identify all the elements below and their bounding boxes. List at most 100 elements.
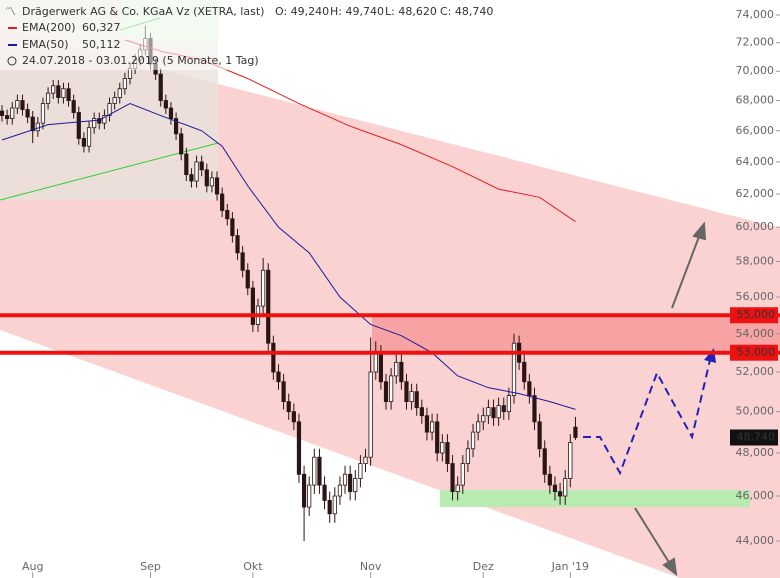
y-tick-label: 62,000 xyxy=(736,187,775,200)
candle-body xyxy=(409,391,414,402)
y-tick-label: 74,000 xyxy=(736,8,775,21)
legend-label: EMA(200) xyxy=(22,21,76,34)
period: 24.07.2018 - 03.01.2019 (5 Monate, 1 Tag… xyxy=(22,54,259,67)
x-tick-label: Dez xyxy=(473,560,494,573)
candle-body xyxy=(179,133,184,155)
y-tick-label: 46,000 xyxy=(736,489,775,502)
candle-body xyxy=(158,73,163,101)
arrow-head xyxy=(692,221,707,241)
x-tick-label: Sep xyxy=(140,560,161,573)
candle-body xyxy=(173,118,179,135)
candle-body xyxy=(557,491,563,497)
candle-body xyxy=(81,138,87,147)
candle-body xyxy=(235,235,240,254)
candle-body xyxy=(163,100,168,109)
candle-body xyxy=(51,85,56,94)
candle-body xyxy=(194,161,199,182)
candle-body xyxy=(271,342,276,373)
ohlc: H: 49,740 xyxy=(330,5,384,18)
x-tick-label: Jan '19 xyxy=(551,560,589,573)
legend-value: 60,327 xyxy=(82,21,121,34)
candle-body xyxy=(40,103,46,124)
candle-body xyxy=(424,415,430,433)
candle-body xyxy=(455,484,460,493)
candle-body xyxy=(291,411,296,423)
candle-body xyxy=(107,103,112,116)
candle-body xyxy=(322,484,327,501)
y-tick-label: 66,000 xyxy=(736,124,775,137)
candle-body xyxy=(491,407,496,419)
candle-body xyxy=(266,269,271,344)
candle-body xyxy=(189,174,194,182)
candle-body xyxy=(342,473,348,486)
candle-body xyxy=(66,88,71,101)
candle-body xyxy=(470,431,476,450)
candle-body xyxy=(15,100,20,109)
candle-body xyxy=(568,442,573,479)
candle-body xyxy=(225,210,230,220)
candle-body xyxy=(240,252,245,271)
y-tick-label: 44,000 xyxy=(736,534,775,547)
scenario-arrows xyxy=(634,221,707,577)
ohlc: O: 49,240 xyxy=(275,5,329,18)
candle-body xyxy=(414,391,419,409)
header-bg xyxy=(0,0,400,70)
candle-body xyxy=(97,118,102,124)
y-tick-label: 60,000 xyxy=(736,220,775,233)
candle-body xyxy=(465,448,471,464)
ohlc: L: 48,620 xyxy=(385,5,437,18)
candle-body xyxy=(245,269,250,289)
candle-body xyxy=(0,110,5,116)
candle-body xyxy=(261,269,266,307)
clock-icon xyxy=(7,56,17,66)
candle-body xyxy=(506,395,511,413)
candle-body xyxy=(296,421,302,475)
price-tag-label: 48,740 xyxy=(737,430,776,443)
candle-body xyxy=(573,426,578,438)
ema-line xyxy=(1,102,576,410)
candle-body xyxy=(353,478,358,493)
candle-body xyxy=(56,85,61,98)
candle-body xyxy=(25,109,30,118)
header: 〽 Drägerwerk AG & Co. KGaA Vz (XETRA, la… xyxy=(0,0,493,70)
legend-label: EMA(50) xyxy=(22,38,69,51)
y-tick-label: 50,000 xyxy=(736,405,775,418)
candle-body xyxy=(511,342,517,397)
candle-body xyxy=(281,381,286,402)
price-tag xyxy=(730,307,778,324)
y-tick-label: 56,000 xyxy=(736,290,775,303)
y-tick-label: 70,000 xyxy=(736,64,775,77)
candle-body xyxy=(45,92,51,104)
price-tag xyxy=(730,429,778,446)
candle-body xyxy=(445,442,450,464)
candle-body xyxy=(214,177,220,195)
candle-body xyxy=(220,193,225,211)
candle-body xyxy=(394,361,399,377)
candle-body xyxy=(35,122,40,132)
candle-body xyxy=(286,401,291,413)
candle-body xyxy=(383,381,389,402)
chart-title: Drägerwerk AG & Co. KGaA Vz (XETRA, last… xyxy=(22,5,264,18)
candle-body xyxy=(230,218,235,237)
price-tag-label: 55,000 xyxy=(737,308,776,321)
support-zone xyxy=(440,490,750,507)
candle-body xyxy=(542,448,547,475)
candle-body xyxy=(486,407,491,417)
arrow-up xyxy=(671,233,701,309)
ohlc: C: 48,740 xyxy=(440,5,493,18)
candle-body xyxy=(102,115,107,124)
candle-body xyxy=(481,415,486,423)
candle-body xyxy=(92,118,97,129)
chart-icon: 〽 xyxy=(5,5,16,18)
candle-body xyxy=(363,456,368,464)
candle-body xyxy=(552,484,558,493)
candle-body xyxy=(378,352,383,383)
candle-body xyxy=(276,371,281,383)
candle-body xyxy=(440,442,445,454)
candle-body xyxy=(527,381,532,397)
candle-body xyxy=(184,153,189,176)
candle-body xyxy=(522,361,527,383)
candle-body xyxy=(368,371,373,458)
candle-body xyxy=(61,88,66,98)
